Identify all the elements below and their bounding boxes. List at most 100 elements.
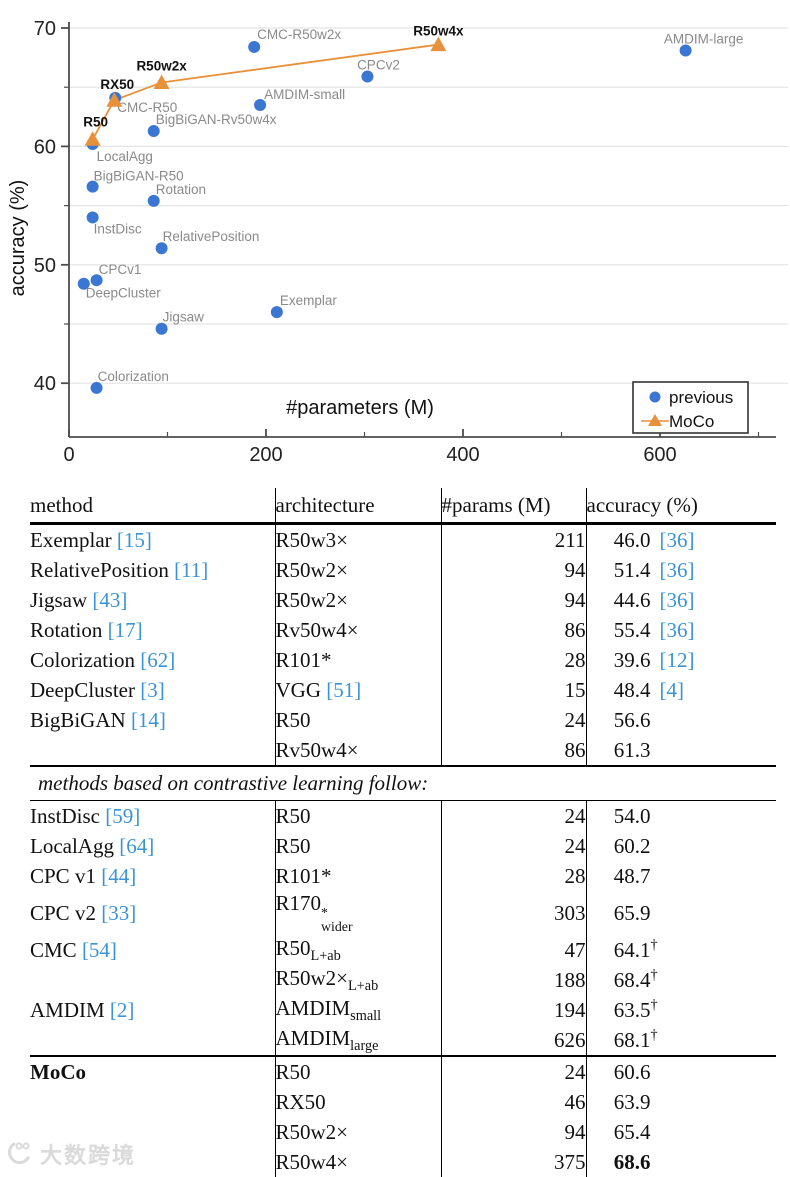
arch-sup: * xyxy=(321,906,328,921)
cell-architecture: R50w4× xyxy=(275,1147,441,1177)
citation[interactable]: [33] xyxy=(101,901,136,925)
point-label-R50w2x: R50w2x xyxy=(136,58,187,73)
cell-accuracy: 68.6 xyxy=(586,1147,776,1177)
cell-accuracy: 39.6[12] xyxy=(586,645,776,675)
cell-accuracy: 68.1† xyxy=(586,1025,776,1056)
citation[interactable]: [51] xyxy=(326,678,361,702)
cell-accuracy: 51.4[36] xyxy=(586,555,776,585)
citation[interactable]: [43] xyxy=(92,588,127,612)
watermark-text: 大数跨境 xyxy=(40,1138,136,1170)
citation[interactable]: [2] xyxy=(110,998,135,1022)
citation[interactable]: [59] xyxy=(105,804,140,828)
cell-accuracy: 48.7 xyxy=(586,861,776,891)
column-header-params: #params (M) xyxy=(441,488,586,524)
accuracy-value: 68.4 xyxy=(587,968,651,993)
point-label-CMC-R50w2x: CMC-R50w2x xyxy=(257,27,341,42)
citation[interactable]: [11] xyxy=(174,558,208,582)
section-heading-row: methods based on contrastive learning fo… xyxy=(30,766,776,801)
arch-base: R50w2× xyxy=(276,966,349,990)
citation[interactable]: [36] xyxy=(660,528,695,552)
cell-params: 24 xyxy=(441,831,586,861)
dagger-mark: † xyxy=(651,997,658,1013)
citation[interactable]: [14] xyxy=(131,708,166,732)
cell-params: 15 xyxy=(441,675,586,705)
method-name: InstDisc xyxy=(30,804,100,828)
y-tick-label: 50 xyxy=(34,255,56,277)
accuracy-value: 68.1 xyxy=(587,1028,651,1053)
cell-architecture: R50 xyxy=(275,705,441,735)
citation[interactable]: [15] xyxy=(117,528,152,552)
method-name: LocalAgg xyxy=(30,834,114,858)
citation[interactable]: [62] xyxy=(140,648,175,672)
cell-architecture: Rv50w4× xyxy=(275,615,441,645)
section-heading: methods based on contrastive learning fo… xyxy=(30,766,776,801)
cell-params: 94 xyxy=(441,555,586,585)
arch-supsub: *wider xyxy=(321,906,353,935)
point-label-Colorization: Colorization xyxy=(98,369,169,384)
citation[interactable]: [54] xyxy=(82,938,117,962)
x-axis-title: #parameters (M) xyxy=(286,397,434,419)
citation[interactable]: [64] xyxy=(119,834,154,858)
cell-method: Colorization [62] xyxy=(30,645,275,675)
accuracy-value: 48.7 xyxy=(587,864,651,889)
cell-params: 24 xyxy=(441,1056,586,1087)
cell-architecture: R50w2× xyxy=(275,585,441,615)
cell-accuracy: 56.6 xyxy=(586,705,776,735)
method-name: RelativePosition xyxy=(30,558,169,582)
accuracy-value: 55.4 xyxy=(587,618,651,643)
citation[interactable]: [4] xyxy=(660,678,685,702)
cell-architecture: R50 xyxy=(275,1056,441,1087)
method-name: Jigsaw xyxy=(30,588,87,612)
accuracy-value: 63.5 xyxy=(587,998,651,1023)
method-name: DeepCluster xyxy=(30,678,135,702)
legend-marker-previous xyxy=(650,392,661,403)
column-header-accuracy: accuracy (%) xyxy=(586,488,776,524)
arch-base: R101* xyxy=(276,648,332,672)
cell-accuracy: 44.6[36] xyxy=(586,585,776,615)
point-label-CMC-R50: CMC-R50 xyxy=(117,100,177,115)
arch-base: AMDIM xyxy=(276,996,351,1020)
dagger-mark: † xyxy=(651,937,658,953)
arch-sub: wider xyxy=(321,920,353,935)
citation[interactable]: [44] xyxy=(101,864,136,888)
point-label-RelativePosition: RelativePosition xyxy=(163,229,260,244)
cell-method: Jigsaw [43] xyxy=(30,585,275,615)
point-label-R50w4x: R50w4x xyxy=(413,24,464,39)
x-tick-label: 400 xyxy=(446,444,479,466)
citation[interactable]: [17] xyxy=(108,618,143,642)
citation[interactable]: [12] xyxy=(660,648,695,672)
cell-params: 194 xyxy=(441,995,586,1025)
cell-accuracy: 65.4 xyxy=(586,1117,776,1147)
cell-architecture: Rv50w4× xyxy=(275,735,441,766)
y-tick-label: 40 xyxy=(34,373,56,395)
cell-params: 46 xyxy=(441,1087,586,1117)
point-label-LocalAgg: LocalAgg xyxy=(97,149,153,164)
cell-accuracy: 46.0[36] xyxy=(586,524,776,556)
citation[interactable]: [3] xyxy=(140,678,165,702)
cell-architecture: R50 xyxy=(275,831,441,861)
accuracy-value: 61.3 xyxy=(587,738,651,763)
watermark-logo-icon xyxy=(6,1140,36,1168)
point-label-InstDisc: InstDisc xyxy=(94,221,142,236)
cell-method: DeepCluster [3] xyxy=(30,675,275,705)
cell-accuracy: 60.2 xyxy=(586,831,776,861)
accuracy-value: 60.2 xyxy=(587,834,651,859)
citation[interactable]: [36] xyxy=(660,588,695,612)
citation[interactable]: [36] xyxy=(660,618,695,642)
arch-sub: L+ab xyxy=(348,978,378,994)
cell-method: AMDIM [2] xyxy=(30,995,275,1025)
cell-architecture: R101* xyxy=(275,861,441,891)
accuracy-value: 65.4 xyxy=(587,1120,651,1145)
cell-params: 303 xyxy=(441,891,586,935)
citation[interactable]: [36] xyxy=(660,558,695,582)
